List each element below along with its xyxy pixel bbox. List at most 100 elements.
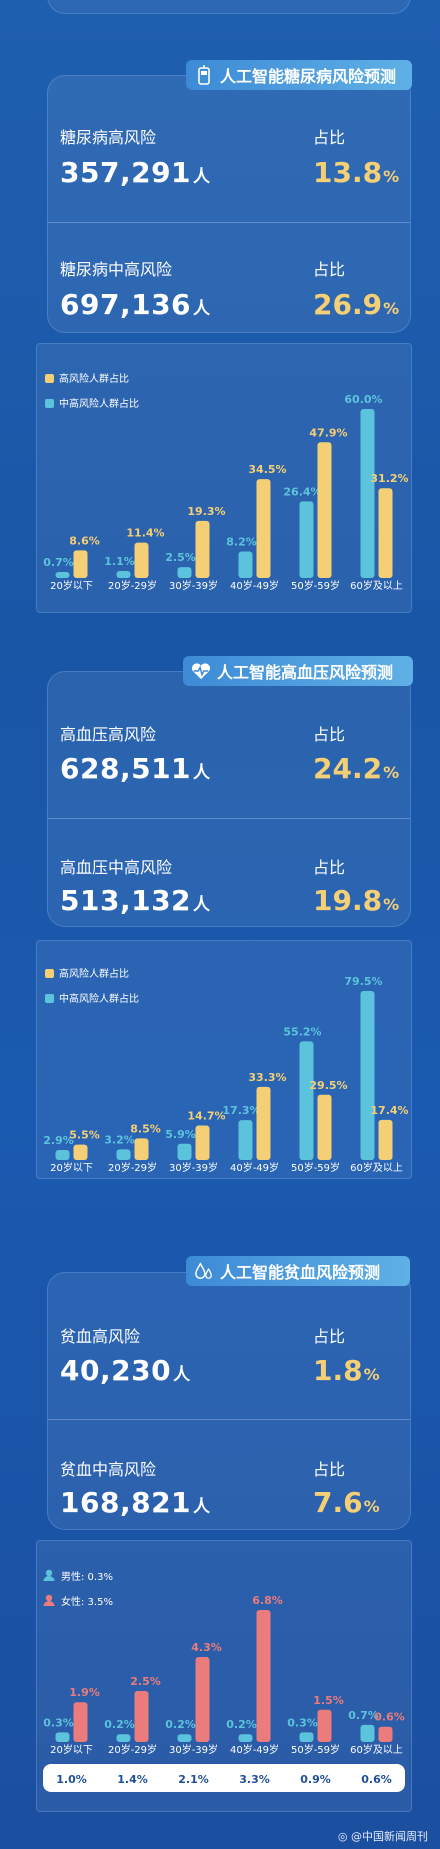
data-label: 8.2% <box>226 535 257 548</box>
hypertension-stats-card <box>47 671 411 927</box>
data-label: 2.5% <box>130 1675 161 1688</box>
bar <box>116 1734 131 1742</box>
top-card-edge <box>47 0 411 14</box>
legend-person-icon <box>43 1576 55 1581</box>
x-tick-label: 50岁-59岁 <box>291 1161 340 1174</box>
stat-value: 357,291 人 <box>60 156 211 189</box>
stat-label: 高血压中高风险 <box>60 858 173 877</box>
x-tick-label: 20岁-29岁 <box>108 1743 157 1756</box>
legend-swatch <box>45 969 54 978</box>
stat-label: 高血压高风险 <box>60 725 157 744</box>
data-label: 0.2% <box>226 1718 257 1731</box>
legend-swatch <box>45 994 54 1003</box>
bar <box>238 1734 253 1742</box>
divider <box>48 1419 410 1420</box>
anemia-stats-card <box>47 1272 411 1530</box>
footer-watermark: ◎ @中国新闻周刊 <box>338 1828 428 1844</box>
x-tick-label: 30岁-39岁 <box>169 1743 218 1756</box>
bar <box>73 1144 88 1160</box>
x-tick-label: 20岁-29岁 <box>108 579 157 592</box>
bar <box>360 1724 375 1742</box>
bar <box>378 1726 393 1742</box>
heart-pulse-icon <box>191 661 211 681</box>
pct-label: 占比 <box>313 725 346 744</box>
legend-person-icon <box>45 1569 53 1577</box>
total-value: 3.3% <box>239 1773 270 1786</box>
data-label: 0.2% <box>104 1718 135 1731</box>
totals-row <box>43 1764 405 1792</box>
data-label: 3.2% <box>104 1133 135 1146</box>
stat-label: 贫血高风险 <box>60 1327 141 1346</box>
bar <box>256 479 271 578</box>
stat-percent: 26.9% <box>313 288 400 321</box>
data-label: 11.4% <box>126 527 164 540</box>
diabetes-chart-panel: 高风险人群占比 中高风险人群占比 20岁以下 0.7% 8.6% 20岁-29岁 1.1% 1… <box>36 343 412 613</box>
data-label: 0.2% <box>165 1718 196 1731</box>
legend-person-icon <box>45 1594 53 1602</box>
stat-value: 513,132 人 <box>60 884 211 917</box>
bar <box>317 442 332 578</box>
data-label: 4.3% <box>191 1641 222 1654</box>
divider <box>48 818 410 819</box>
stat-percent: 1.8% <box>313 1354 380 1387</box>
legend-label: 中高风险人群占比 <box>59 397 139 410</box>
x-tick-label: 20岁以下 <box>50 1161 93 1174</box>
bar <box>195 1125 210 1160</box>
bar <box>378 1119 393 1160</box>
bar <box>116 570 131 578</box>
x-tick-label: 60岁及以上 <box>350 1743 403 1756</box>
data-label: 47.9% <box>309 426 347 439</box>
hypertension-chart-panel: 高风险人群占比 中高风险人群占比 20岁以下 2.9% 5.5% 20岁-29岁 3.2% 8… <box>36 940 412 1179</box>
bar <box>317 1094 332 1160</box>
stat-value: 40,230 人 <box>60 1354 191 1387</box>
stat-label: 糖尿病高风险 <box>60 128 157 147</box>
legend-label: 男性: 0.3% <box>61 1570 113 1583</box>
pct-label: 占比 <box>313 858 346 877</box>
section-title: 人工智能贫血风险预测 <box>220 1263 381 1282</box>
stat-value: 168,821 人 <box>60 1486 211 1519</box>
bar <box>299 1732 314 1742</box>
x-tick-label: 40岁-49岁 <box>230 579 279 592</box>
bar <box>378 488 393 578</box>
data-label: 60.0% <box>344 393 382 406</box>
data-label: 0.3% <box>43 1716 74 1729</box>
x-tick-label: 30岁-39岁 <box>169 1161 218 1174</box>
bar <box>299 501 314 578</box>
data-label: 34.5% <box>248 463 286 476</box>
legend-label: 女性: 3.5% <box>61 1595 113 1608</box>
bar <box>299 1041 314 1160</box>
total-value: 2.1% <box>178 1773 209 1786</box>
bar <box>55 1149 70 1160</box>
x-tick-label: 40岁-49岁 <box>230 1161 279 1174</box>
legend-label: 中高风险人群占比 <box>59 992 139 1005</box>
data-label: 2.5% <box>165 551 196 564</box>
diabetes-title-pill: 人工智能糖尿病风险预测 <box>186 60 412 90</box>
bar <box>177 1734 192 1742</box>
x-tick-label: 40岁-49岁 <box>230 1743 279 1756</box>
pct-label: 占比 <box>313 128 346 147</box>
bar <box>360 991 375 1160</box>
stat-value: 628,511 人 <box>60 752 211 785</box>
droplets-icon <box>194 1261 214 1281</box>
bar <box>73 1702 88 1742</box>
weibo-icon: ◎ <box>337 1830 348 1843</box>
total-value: 1.4% <box>117 1773 148 1786</box>
data-label: 0.3% <box>287 1716 318 1729</box>
pct-label: 占比 <box>313 1327 346 1346</box>
data-label: 1.9% <box>69 1686 100 1699</box>
legend-label: 高风险人群占比 <box>59 372 129 385</box>
data-label: 19.3% <box>187 505 225 518</box>
diabetes-stats-card <box>47 75 411 333</box>
data-label: 0.6% <box>374 1711 405 1724</box>
stat-percent: 13.8% <box>313 156 400 189</box>
x-tick-label: 50岁-59岁 <box>291 1743 340 1756</box>
stat-percent: 7.6% <box>313 1486 380 1519</box>
data-label: 55.2% <box>283 1025 321 1038</box>
data-label: 31.2% <box>370 472 408 485</box>
bar <box>238 551 253 578</box>
data-label: 8.6% <box>69 534 100 547</box>
bar <box>256 1086 271 1160</box>
data-label: 0.7% <box>348 1709 379 1722</box>
